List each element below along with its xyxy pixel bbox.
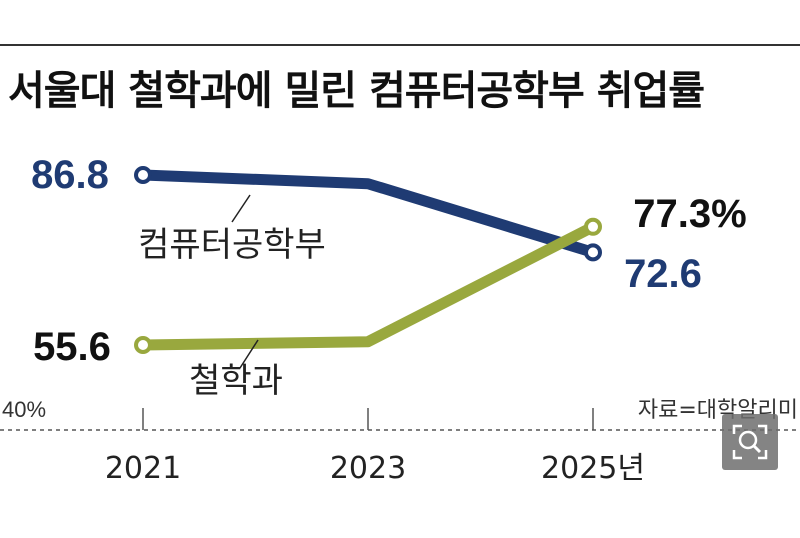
data-label-1-2: 77.3% bbox=[633, 192, 746, 236]
data-point-1-0 bbox=[134, 336, 152, 354]
chart-title: 서울대 철학과에 밀린 컴퓨터공학부 취업률 bbox=[8, 68, 705, 114]
x-tick-label-0: 2021 bbox=[105, 451, 181, 486]
baseline-label: 40% bbox=[2, 397, 46, 422]
data-label-0-0: 86.8 bbox=[31, 153, 109, 197]
series-line-0 bbox=[137, 169, 599, 258]
series-name-0: 컴퓨터공학부 bbox=[138, 225, 326, 265]
x-tick-label-2: 2025년 bbox=[541, 451, 645, 486]
data-point-0-0 bbox=[134, 166, 152, 184]
series-line-1 bbox=[137, 221, 599, 351]
data-point-1-2 bbox=[584, 217, 602, 236]
data-point-0-2 bbox=[584, 243, 602, 262]
series-name-1: 철학과 bbox=[189, 361, 283, 401]
series-leader-0 bbox=[231, 194, 251, 223]
zoom-button[interactable] bbox=[722, 414, 778, 470]
top-rule bbox=[0, 44, 800, 46]
zoom-search-icon bbox=[732, 424, 768, 460]
series-leader-1 bbox=[239, 339, 259, 369]
data-label-1-0: 55.6 bbox=[33, 325, 111, 369]
data-label-0-2: 72.6 bbox=[624, 252, 702, 296]
x-tick-label-1: 2023 bbox=[330, 451, 406, 486]
